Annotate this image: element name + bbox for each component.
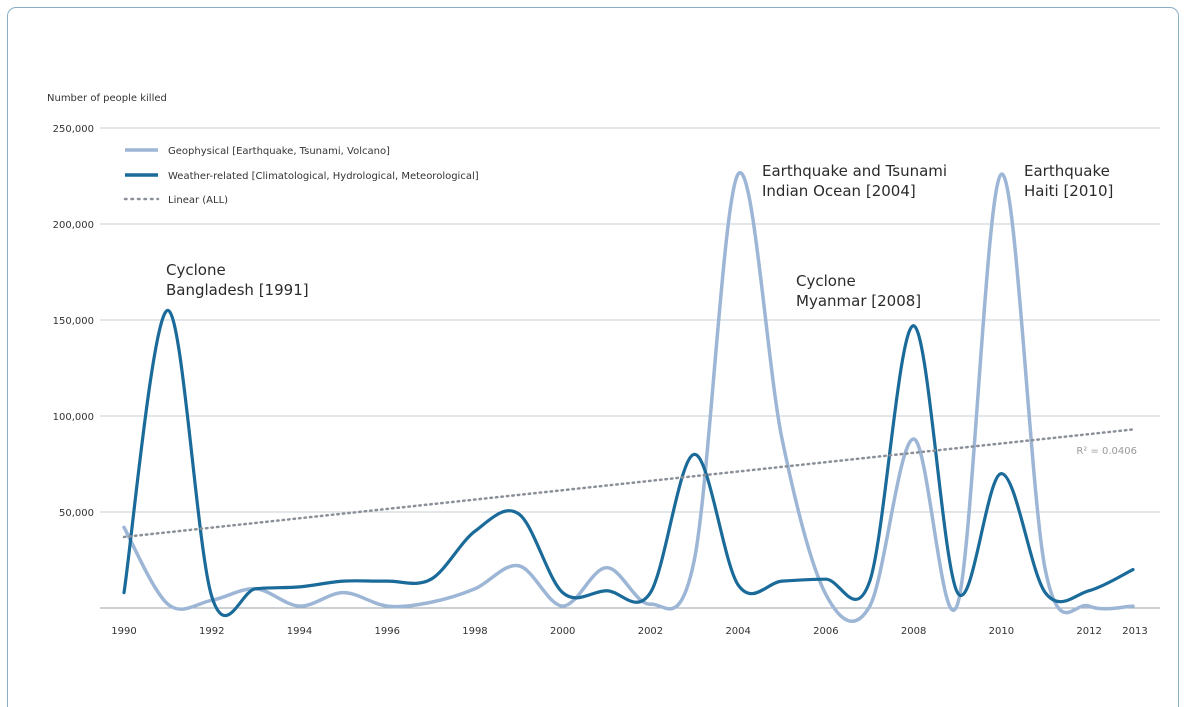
- y-axis-label: Number of people killed: [47, 93, 167, 104]
- annotation-line: Myanmar [2008]: [796, 292, 921, 310]
- x-tick-label: 2008: [901, 626, 926, 637]
- weather-related-series-line: [122, 308, 1135, 618]
- annotation-line: Earthquake: [1024, 162, 1110, 180]
- y-tick-label: 100,000: [53, 412, 94, 423]
- annotation-label: Earthquake Haiti [2010]: [1024, 162, 1113, 200]
- x-tick-label: 1990: [111, 626, 136, 637]
- legend: Geophysical [Earthquake, Tsunami, Volcan…: [123, 146, 479, 206]
- x-tick-label: 2004: [725, 626, 750, 637]
- x-axis-ticks: 1990 1992 1994 1996 1998 2000 2002 2004 2006 2008…: [111, 626, 1147, 637]
- annotation-line: Cyclone: [166, 261, 226, 279]
- annotation-line: Cyclone: [796, 272, 856, 290]
- y-axis-ticks: 250,000 200,000 150,000 100,000 50,000: [53, 124, 94, 519]
- y-tick-label: 50,000: [59, 508, 94, 519]
- legend-item-weather-related-label: Weather-related [Climatological, Hydrolo…: [168, 171, 479, 182]
- annotation-line: Bangladesh [1991]: [166, 281, 309, 299]
- chart-frame: [7, 7, 1179, 707]
- linear-trend-line: [122, 428, 1135, 539]
- y-tick-label: 250,000: [53, 124, 94, 135]
- x-tick-label: 1996: [374, 626, 399, 637]
- geophysical-series-line: [122, 171, 1135, 623]
- r2-label: R² = 0.0406: [1076, 446, 1137, 457]
- annotation-label: Earthquake and Tsunami Indian Ocean [2004…: [762, 162, 947, 200]
- series-lines: [122, 171, 1135, 623]
- x-tick-label: 2010: [989, 626, 1014, 637]
- x-tick-label: 2013: [1122, 626, 1147, 637]
- legend-item-linear-label: Linear (ALL): [168, 195, 228, 206]
- annotation-line: Earthquake and Tsunami: [762, 162, 947, 180]
- x-tick-label: 2006: [813, 626, 838, 637]
- x-tick-label: 1994: [287, 626, 312, 637]
- legend-item-geophysical-label: Geophysical [Earthquake, Tsunami, Volcan…: [168, 146, 390, 157]
- annotation-line: Indian Ocean [2004]: [762, 182, 916, 200]
- y-tick-label: 200,000: [53, 220, 94, 231]
- gridlines: [100, 127, 1160, 609]
- x-tick-label: 1998: [462, 626, 487, 637]
- x-tick-label: 2002: [638, 626, 663, 637]
- x-tick-label: 2000: [550, 626, 575, 637]
- annotation-line: Haiti [2010]: [1024, 182, 1113, 200]
- annotation-label: Cyclone Myanmar [2008]: [796, 272, 921, 310]
- y-tick-label: 150,000: [53, 316, 94, 327]
- x-tick-label: 1992: [199, 626, 224, 637]
- annotations: Cyclone Bangladesh [1991] Earthquake and T…: [166, 162, 1113, 310]
- x-tick-label: 2012: [1076, 626, 1101, 637]
- annotation-label: Cyclone Bangladesh [1991]: [166, 261, 309, 299]
